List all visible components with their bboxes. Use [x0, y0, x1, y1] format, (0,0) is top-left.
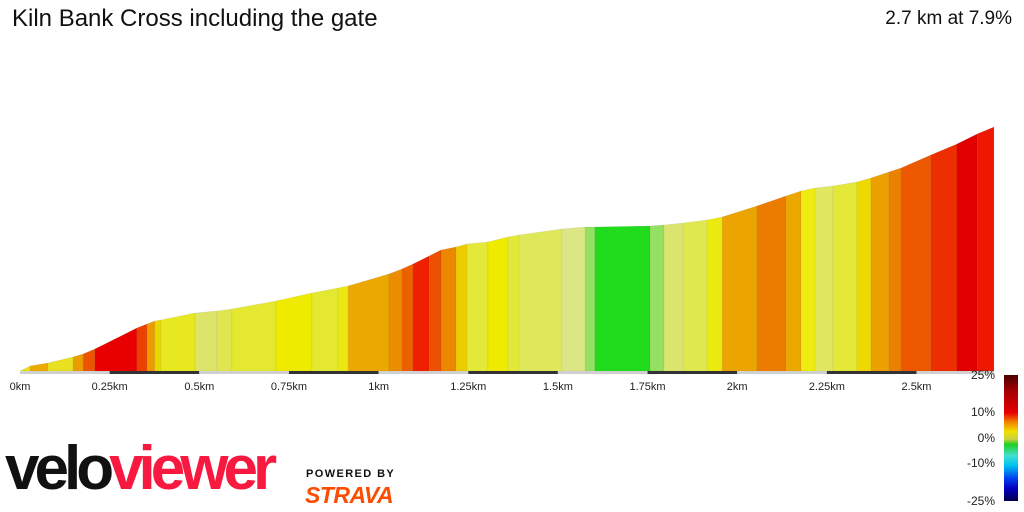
profile-segment	[154, 319, 162, 372]
scale-label-10: 10%	[970, 405, 995, 419]
axis-band	[916, 371, 994, 374]
profile-segment	[518, 228, 563, 372]
profile-segment	[428, 249, 442, 372]
profile-segment	[682, 219, 708, 372]
profile-segment	[976, 126, 995, 372]
profile-segment	[594, 225, 651, 372]
x-tick-label: 0.5km	[184, 381, 214, 393]
logo-viewer: viewer	[109, 434, 277, 503]
scale-label-0: 0%	[977, 431, 995, 445]
profile-segment	[870, 171, 890, 372]
profile-segment	[721, 205, 758, 372]
profile-segment	[82, 348, 96, 372]
profile-segment	[311, 287, 339, 372]
profile-segment	[401, 263, 414, 372]
segment-title: Kiln Bank Cross including the gate	[12, 5, 378, 32]
profile-segment	[487, 236, 509, 372]
profile-segment	[900, 154, 932, 372]
logo-velo: velo	[5, 434, 114, 503]
profile-segment	[146, 320, 156, 372]
x-tick-label: 2.5km	[902, 381, 932, 393]
profile-segment	[466, 241, 489, 372]
profile-segment	[388, 268, 403, 372]
profile-segment	[29, 362, 49, 372]
segment-summary: 2.7 km at 7.9%	[885, 8, 1012, 29]
x-tick-label: 1.25km	[450, 381, 486, 393]
axis-band	[826, 371, 917, 374]
veloviewer-logo[interactable]: veloviewer	[5, 438, 277, 500]
profile-segment	[440, 246, 457, 372]
profile-segment	[814, 185, 834, 372]
x-tick-label: 1.5km	[543, 381, 573, 393]
profile-segment	[455, 243, 468, 372]
profile-segment	[756, 195, 787, 372]
profile-segment	[19, 365, 31, 372]
profile-segment	[706, 216, 723, 372]
profile-segment	[832, 181, 858, 372]
profile-segment	[649, 224, 665, 372]
axis-band	[109, 371, 200, 374]
x-tick-label: 1.75km	[630, 381, 666, 393]
strava-logo[interactable]: STRAVA	[305, 482, 394, 508]
profile-segment	[930, 143, 958, 372]
scale-label-minus10: -10%	[966, 456, 995, 470]
profile-segment	[194, 310, 218, 372]
profile-segment	[856, 177, 872, 372]
profile-segment	[561, 226, 586, 372]
profile-segment	[888, 167, 902, 372]
profile-segment	[136, 323, 148, 372]
profile-segment	[584, 226, 596, 372]
x-tick-label: 0.75km	[271, 381, 307, 393]
elevation-profile-chart: 0km 0.25km 0.5km 0.75km 1km 1.25km 1.5km 1.75km…	[10, 126, 995, 393]
profile-segment	[663, 222, 684, 372]
x-axis: 0km 0.25km 0.5km 0.75km 1km 1.25km 1.5km 1.75km…	[10, 371, 994, 393]
axis-band	[378, 371, 469, 374]
scale-label-minus25: -25%	[966, 494, 995, 508]
profile-segment	[160, 312, 196, 372]
axis-band	[468, 371, 558, 374]
axis-band	[199, 371, 289, 374]
axis-band	[20, 371, 110, 374]
profile-segment	[275, 292, 313, 372]
x-tick-label: 2km	[727, 381, 748, 393]
profile-segment	[72, 353, 84, 372]
powered-by-label: POWERED BY	[306, 468, 396, 480]
axis-band	[288, 371, 379, 374]
profile-segment	[94, 327, 138, 372]
profile-segment	[785, 190, 802, 372]
axis-band	[737, 371, 827, 374]
profile-segments	[19, 126, 995, 372]
axis-band	[647, 371, 738, 374]
profile-segment	[216, 308, 233, 372]
x-tick-label: 1km	[368, 381, 389, 393]
profile-segment	[412, 255, 430, 372]
x-tick-label: 0km	[10, 381, 31, 393]
profile-segment	[507, 234, 520, 372]
gradient-color-scale	[1004, 375, 1018, 501]
profile-segment	[337, 285, 349, 372]
x-tick-label: 2.25km	[809, 381, 845, 393]
profile-segment	[800, 187, 816, 372]
profile-segment	[347, 273, 390, 372]
profile-segment	[956, 133, 978, 372]
x-tick-label: 0.25km	[92, 381, 128, 393]
profile-segment	[231, 300, 277, 372]
profile-segment	[47, 356, 74, 372]
axis-band	[557, 371, 648, 374]
scale-label-25: 25%	[970, 368, 995, 382]
